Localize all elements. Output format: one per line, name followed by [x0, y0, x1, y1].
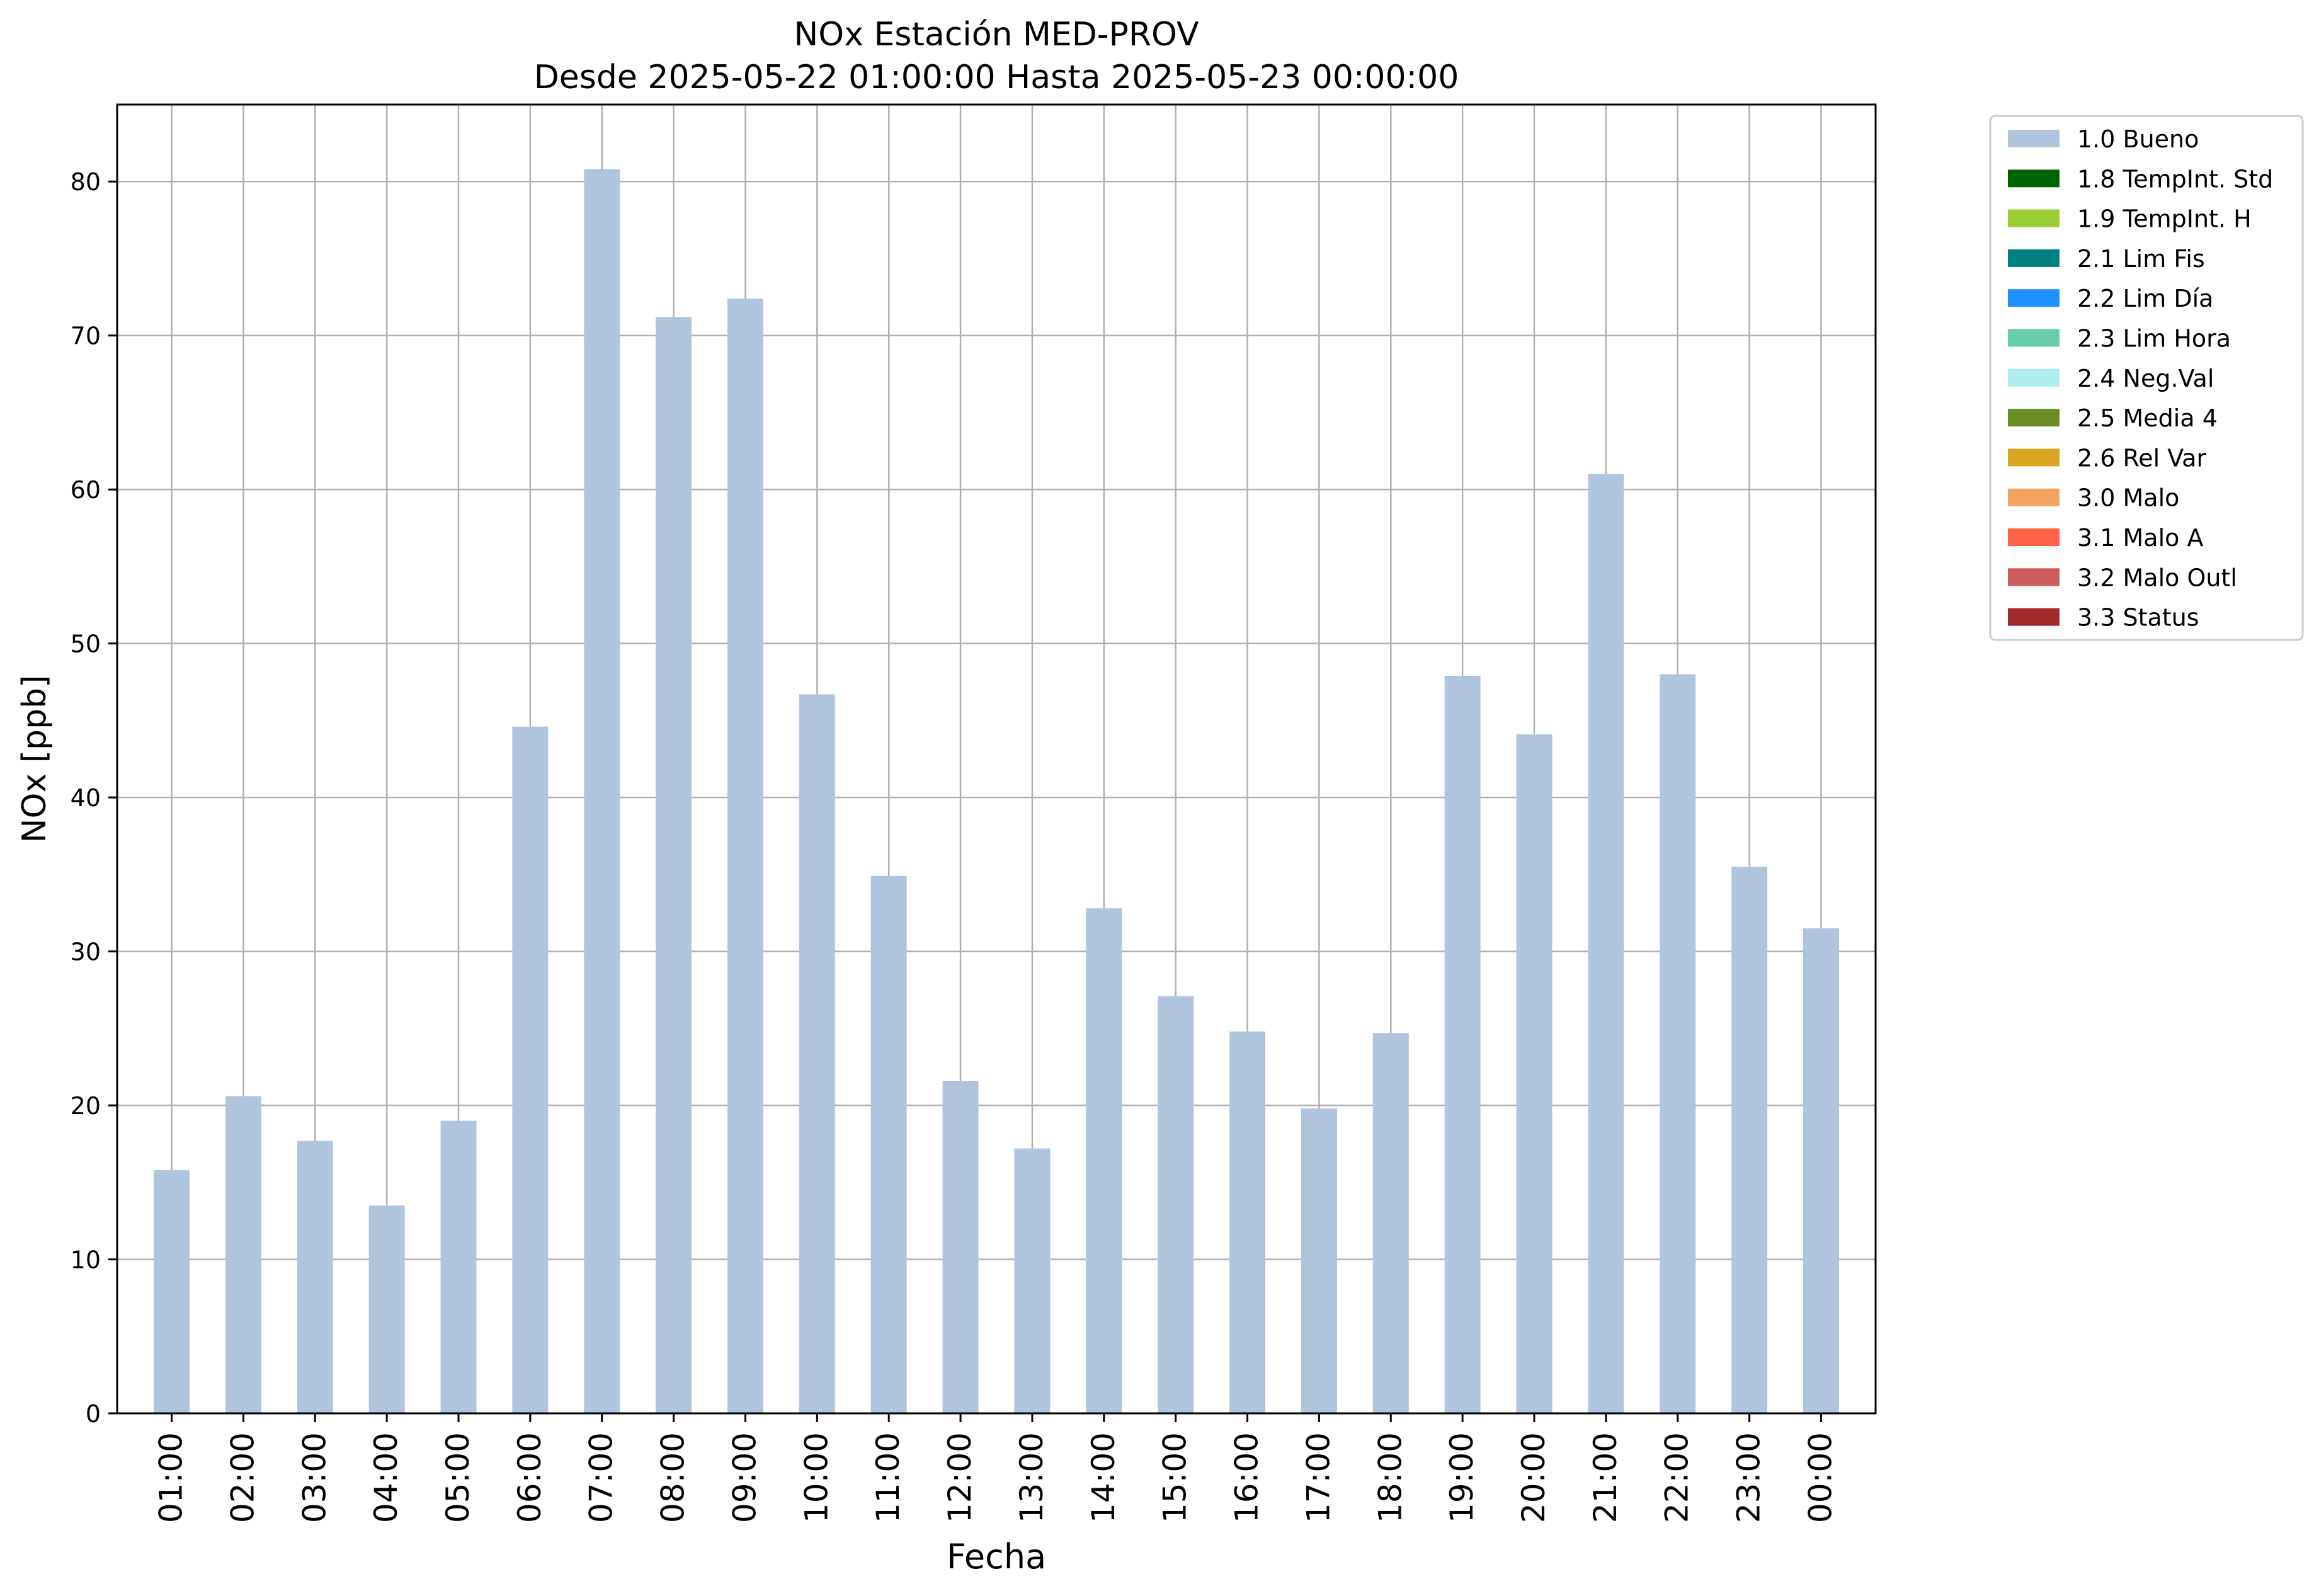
- bar-01:00: [154, 1170, 190, 1413]
- x-tick-label: 15:00: [1157, 1432, 1194, 1523]
- bar-02:00: [225, 1096, 261, 1413]
- legend-label: 2.3 Lim Hora: [2077, 325, 2231, 353]
- x-tick-label: 08:00: [655, 1432, 692, 1523]
- y-axis-label: NOx [ppb]: [16, 675, 54, 843]
- legend-label: 3.2 Malo Outl: [2077, 564, 2237, 591]
- legend-swatch: [2008, 488, 2060, 506]
- y-axis-ticks: 0 10 20 30 40 50 60 70 80: [71, 168, 117, 1428]
- legend-swatch: [2008, 209, 2060, 227]
- x-tick-label: 10:00: [798, 1432, 835, 1523]
- y-tick-label: 10: [71, 1246, 101, 1274]
- y-tick-label: 80: [71, 168, 101, 196]
- legend-label: 1.0 Bueno: [2077, 125, 2199, 153]
- x-tick-label: 09:00: [726, 1432, 763, 1523]
- x-tick-label: 07:00: [583, 1432, 620, 1523]
- y-tick-label: 60: [71, 476, 101, 504]
- x-tick-label: 00:00: [1802, 1432, 1838, 1523]
- y-tick-label: 50: [71, 630, 101, 658]
- legend-swatch: [2008, 289, 2060, 307]
- x-tick-label: 13:00: [1013, 1432, 1050, 1523]
- bar-06:00: [512, 726, 549, 1413]
- legend-label: 2.2 Lim Día: [2077, 285, 2213, 312]
- x-tick-label: 16:00: [1229, 1432, 1265, 1523]
- bar-11:00: [870, 875, 907, 1413]
- bar-21:00: [1588, 474, 1624, 1413]
- bar-00:00: [1803, 928, 1839, 1413]
- legend-label: 3.0 Malo: [2077, 484, 2179, 512]
- legend-label: 2.4 Neg.Val: [2077, 365, 2214, 392]
- x-axis-label: Fecha: [947, 1537, 1046, 1576]
- x-tick-label: 19:00: [1444, 1432, 1480, 1523]
- legend-label: 2.1 Lim Fis: [2077, 245, 2205, 273]
- bar-19:00: [1444, 675, 1481, 1413]
- bar-07:00: [584, 169, 620, 1414]
- bar-13:00: [1014, 1148, 1051, 1413]
- x-tick-label: 12:00: [942, 1432, 978, 1523]
- y-tick-label: 20: [71, 1092, 101, 1120]
- chart-title: NOx Estación MED-PROV: [794, 16, 1199, 54]
- x-tick-label: 18:00: [1372, 1432, 1408, 1523]
- legend-label: 3.1 Malo A: [2077, 524, 2203, 552]
- bar-03:00: [297, 1141, 333, 1413]
- x-tick-label: 20:00: [1515, 1432, 1552, 1523]
- legend-swatch: [2008, 448, 2060, 467]
- bars: [154, 169, 1839, 1414]
- bar-23:00: [1731, 867, 1768, 1413]
- legend-swatch: [2008, 368, 2060, 387]
- legend-swatch: [2008, 608, 2060, 626]
- x-tick-label: 01:00: [153, 1432, 190, 1523]
- x-tick-label: 04:00: [368, 1432, 404, 1523]
- x-tick-label: 03:00: [296, 1432, 333, 1523]
- x-tick-label: 11:00: [870, 1432, 906, 1523]
- bar-17:00: [1301, 1108, 1337, 1413]
- legend-swatch: [2008, 130, 2060, 147]
- bar-09:00: [727, 299, 763, 1413]
- y-tick-label: 0: [86, 1400, 101, 1428]
- x-tick-label: 02:00: [224, 1432, 261, 1523]
- legend-swatch: [2008, 169, 2060, 188]
- legend: 1.0 Bueno 1.8 TempInt. Std 1.9 TempInt. H 2…: [1989, 115, 2304, 641]
- bar-05:00: [440, 1120, 477, 1413]
- bar-15:00: [1158, 996, 1194, 1413]
- legend-swatch: [2008, 249, 2060, 267]
- bar-12:00: [942, 1080, 979, 1413]
- bar-18:00: [1372, 1033, 1409, 1413]
- bar-20:00: [1516, 734, 1553, 1413]
- y-tick-label: 40: [71, 784, 101, 812]
- legend-swatch: [2008, 409, 2060, 427]
- legend-label: 3.3 Status: [2077, 604, 2199, 632]
- x-tick-label: 22:00: [1659, 1432, 1695, 1523]
- x-axis-ticks: 01:00 02:00 03:00 04:00 05:00 06:00 07:00 08:00…: [153, 1413, 1838, 1523]
- legend-label: 2.5 Media 4: [2077, 404, 2218, 432]
- x-tick-label: 06:00: [511, 1432, 548, 1523]
- chart-subtitle: Desde 2025-05-22 01:00:00 Hasta 2025-05-…: [534, 59, 1459, 96]
- bar-16:00: [1229, 1031, 1265, 1413]
- x-tick-label: 17:00: [1300, 1432, 1336, 1523]
- bar-04:00: [368, 1205, 405, 1413]
- legend-label: 2.6 Rel Var: [2077, 444, 2207, 472]
- y-tick-label: 70: [71, 322, 101, 350]
- y-tick-label: 30: [71, 938, 101, 966]
- x-tick-label: 14:00: [1085, 1432, 1122, 1523]
- legend-swatch: [2008, 329, 2060, 347]
- legend-label: 1.8 TempInt. Std: [2077, 165, 2273, 193]
- legend-frame: [1989, 115, 2304, 641]
- legend-label: 1.9 TempInt. H: [2077, 205, 2252, 233]
- x-tick-label: 21:00: [1587, 1432, 1624, 1523]
- bar-08:00: [656, 317, 692, 1414]
- bar-22:00: [1660, 674, 1696, 1413]
- x-tick-label: 23:00: [1731, 1432, 1767, 1523]
- x-tick-label: 05:00: [440, 1432, 476, 1523]
- bar-14:00: [1086, 908, 1122, 1413]
- bar-10:00: [799, 694, 835, 1413]
- legend-swatch: [2008, 568, 2060, 586]
- legend-swatch: [2008, 528, 2060, 546]
- plot-frame: [116, 103, 1877, 1415]
